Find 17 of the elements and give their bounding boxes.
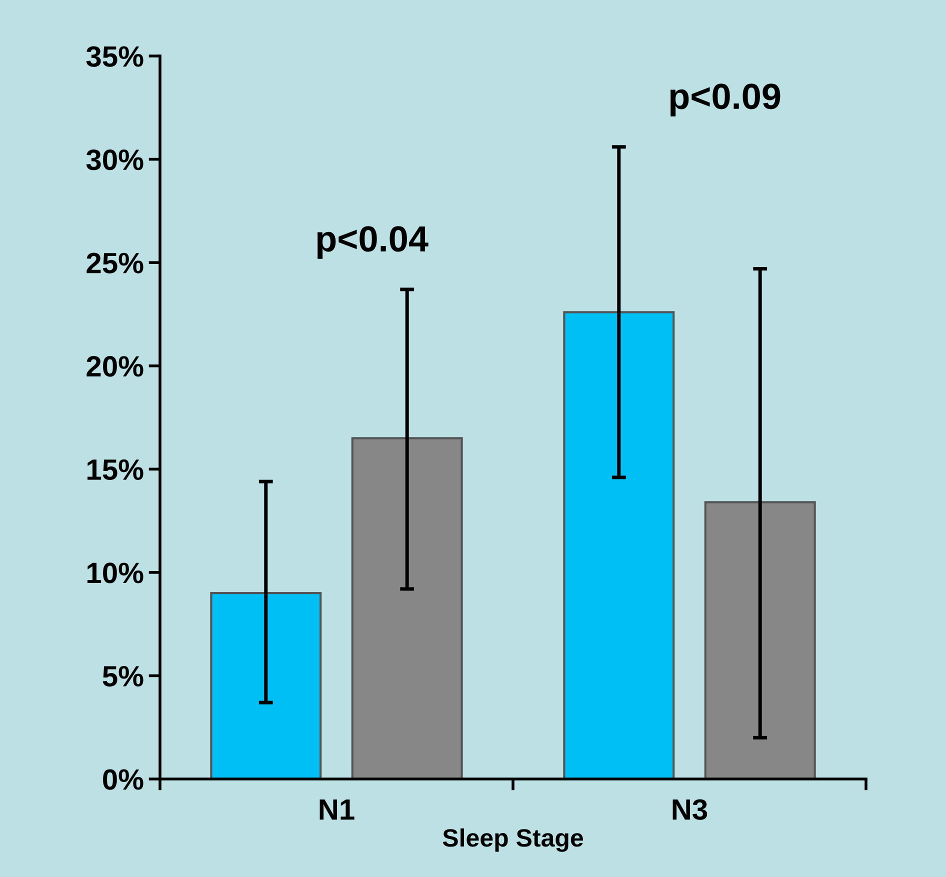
bar (210, 592, 322, 779)
y-tick-label: 5% (102, 666, 144, 687)
annotation: p<0.04 (317, 226, 428, 259)
y-tick-label: 25% (86, 252, 144, 274)
y-tick-label: 20% (86, 356, 144, 377)
annotation: p<0.09 (670, 84, 780, 116)
y-tick-label: 10% (87, 562, 144, 584)
bar (351, 437, 463, 779)
y-tick-label: 0% (103, 769, 144, 790)
y-tick-label: 30% (86, 149, 144, 170)
x-axis-title: Sleep Stage (442, 828, 584, 852)
x-tick-label: N3 (672, 799, 708, 820)
bar (704, 501, 816, 779)
y-tick-label: 35% (86, 46, 144, 67)
bar (563, 311, 675, 779)
x-tick-label: N1 (320, 800, 354, 820)
y-tick-label: 15% (87, 459, 144, 480)
